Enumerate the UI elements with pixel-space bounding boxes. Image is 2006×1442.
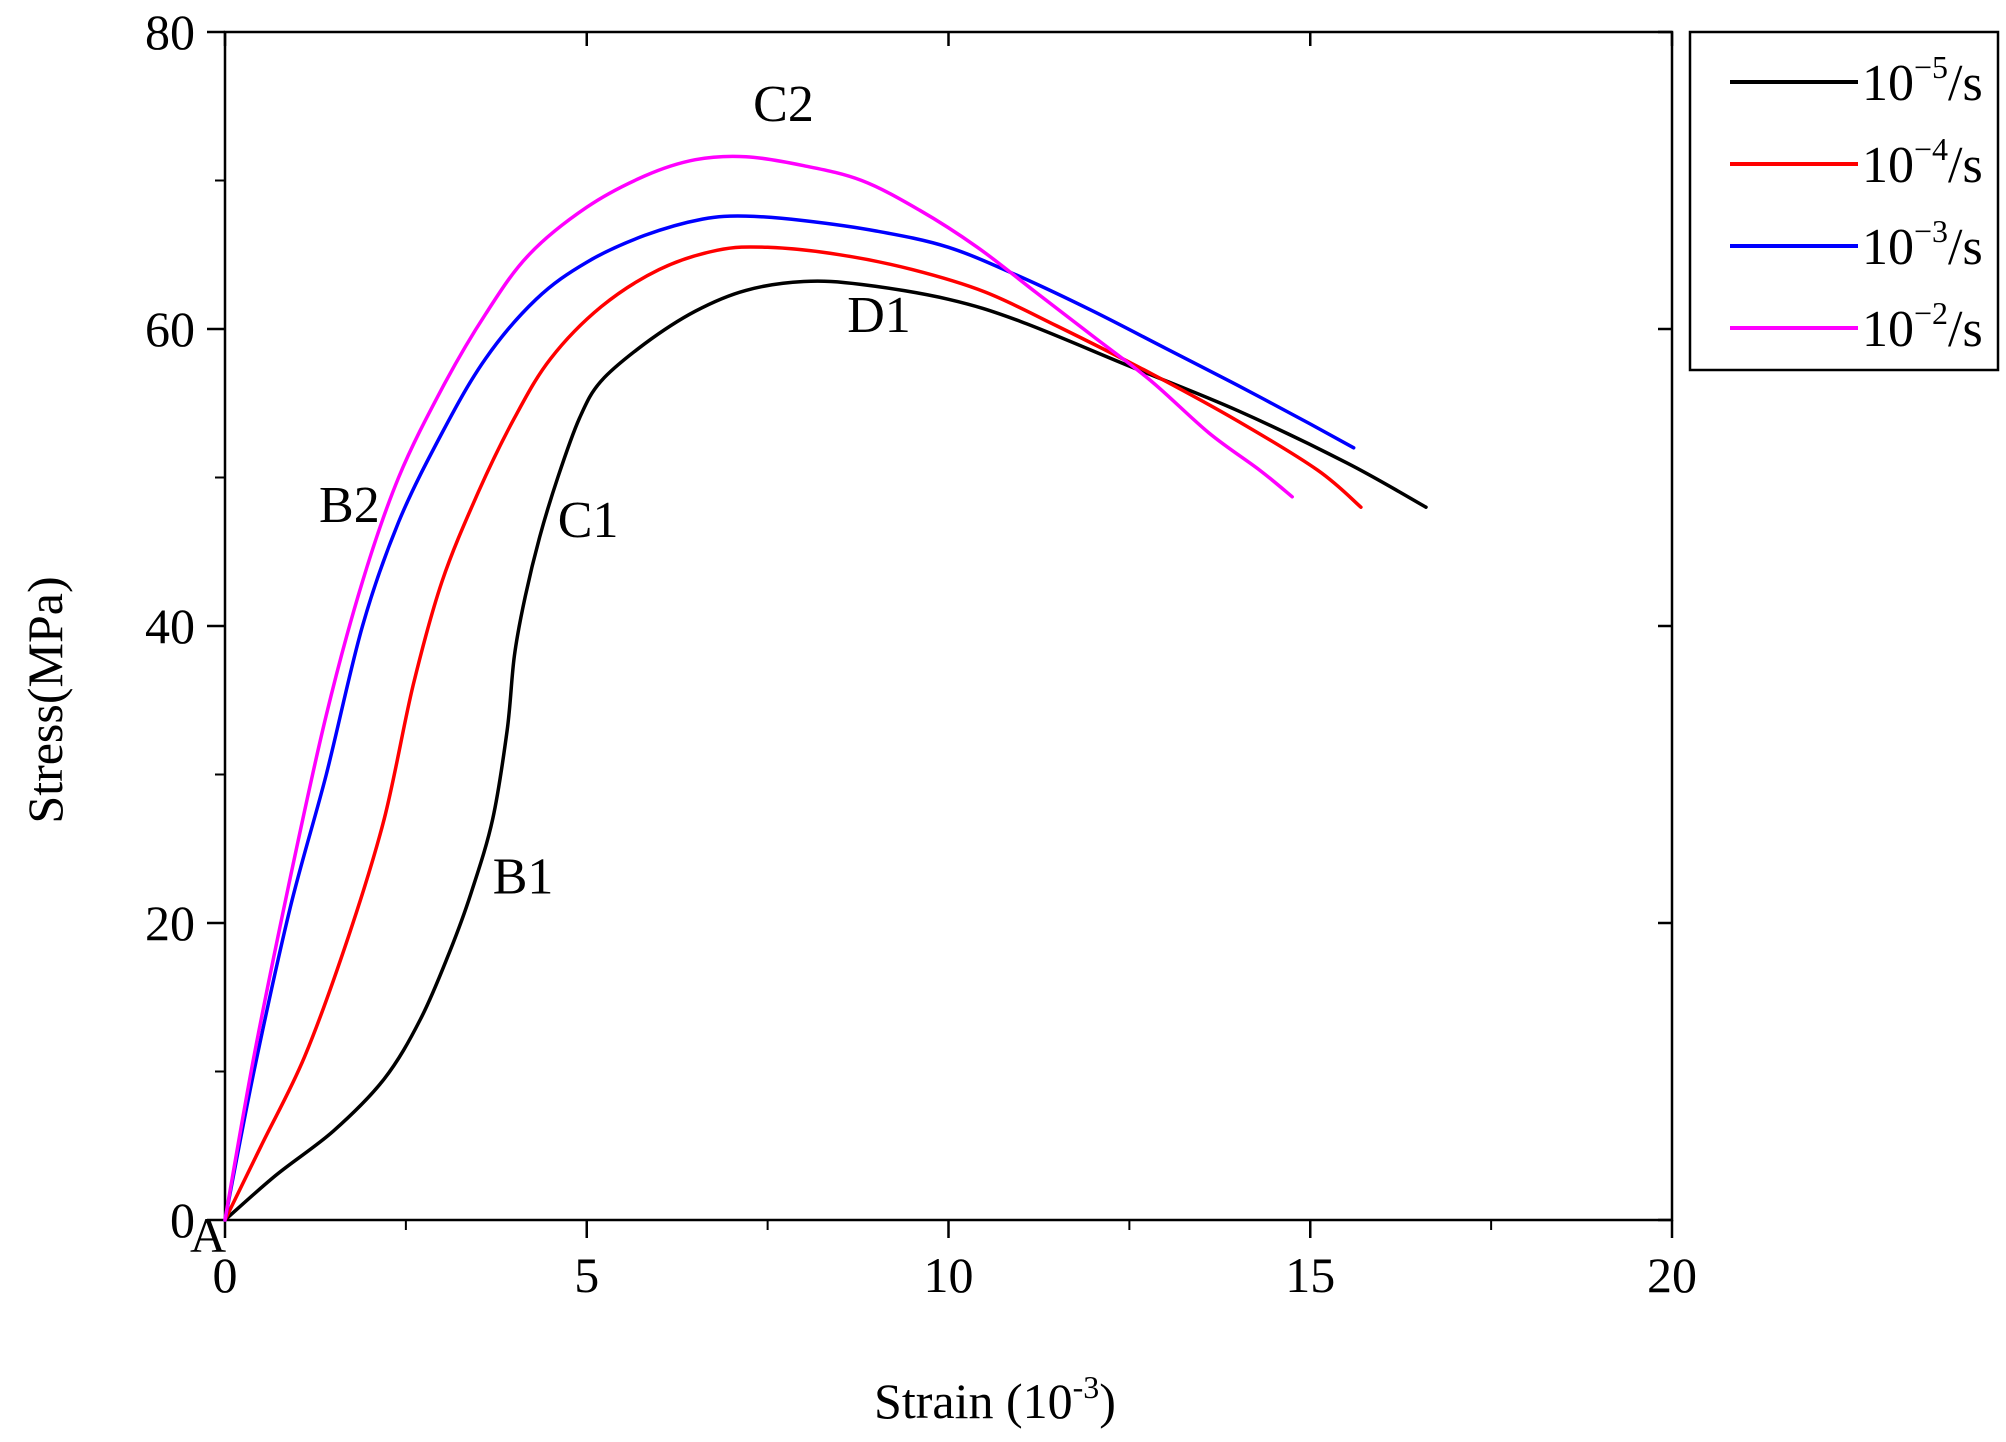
x-axis-title: Strain (10-3) bbox=[874, 1369, 1116, 1429]
series-line-neg3 bbox=[223, 214, 1356, 1222]
origin-label: A bbox=[190, 1207, 226, 1263]
series-layer bbox=[223, 154, 1428, 1222]
annotation-label: D1 bbox=[847, 287, 911, 344]
legend-label-base: 10 bbox=[1862, 55, 1914, 112]
legend-label-exp: −5 bbox=[1914, 49, 1948, 85]
legend-label-unit: /s bbox=[1948, 137, 1983, 194]
legend: 10−5/s10−4/s10−3/s10−2/s bbox=[1688, 30, 2000, 372]
y-tick-label: 40 bbox=[145, 598, 195, 654]
y-tick-label: 0 bbox=[170, 1192, 195, 1248]
legend-label-unit: /s bbox=[1948, 219, 1983, 276]
legend-label: 10−4/s bbox=[1862, 131, 1983, 194]
legend-label-exp: −3 bbox=[1914, 213, 1948, 249]
legend-label: 10−3/s bbox=[1862, 213, 1983, 276]
legend-label: 10−5/s bbox=[1862, 49, 1983, 112]
y-tick-label: 60 bbox=[145, 301, 195, 357]
series-line-neg5 bbox=[223, 279, 1428, 1222]
legend-label-unit: /s bbox=[1948, 55, 1983, 112]
annotation-label: C1 bbox=[558, 492, 619, 549]
x-tick-label: 0 bbox=[213, 1247, 238, 1303]
annotation-layer: B1 C1 D1 B2 C2 bbox=[319, 76, 911, 905]
legend-label-base: 10 bbox=[1862, 219, 1914, 276]
legend-label-exp: −2 bbox=[1914, 295, 1948, 331]
annotation-label: C2 bbox=[753, 76, 814, 133]
x-tick-label: 15 bbox=[1285, 1247, 1335, 1303]
y-axis: 0 20 40 60 80 bbox=[145, 4, 1672, 1248]
plot-border bbox=[223, 30, 1674, 1222]
x-axis: 0 5 10 15 20 bbox=[213, 32, 1697, 1303]
x-tick-label: 10 bbox=[924, 1247, 974, 1303]
legend-label: 10−2/s bbox=[1862, 295, 1983, 358]
series-line-neg2 bbox=[223, 154, 1294, 1222]
annotation-label: B1 bbox=[493, 848, 554, 905]
legend-box bbox=[1688, 30, 2000, 372]
plot-area bbox=[223, 30, 1674, 1222]
x-tick-label: 5 bbox=[574, 1247, 599, 1303]
legend-label-exp: −4 bbox=[1914, 131, 1948, 167]
series-line-neg4 bbox=[223, 245, 1363, 1222]
legend-label-unit: /s bbox=[1948, 301, 1983, 358]
legend-label-base: 10 bbox=[1862, 301, 1914, 358]
y-axis-title: Stress(MPa) bbox=[17, 576, 73, 823]
x-tick-label: 20 bbox=[1647, 1247, 1697, 1303]
y-tick-label: 80 bbox=[145, 4, 195, 60]
legend-label-base: 10 bbox=[1862, 137, 1914, 194]
y-tick-label: 20 bbox=[145, 895, 195, 951]
annotation-label: B2 bbox=[319, 477, 380, 534]
